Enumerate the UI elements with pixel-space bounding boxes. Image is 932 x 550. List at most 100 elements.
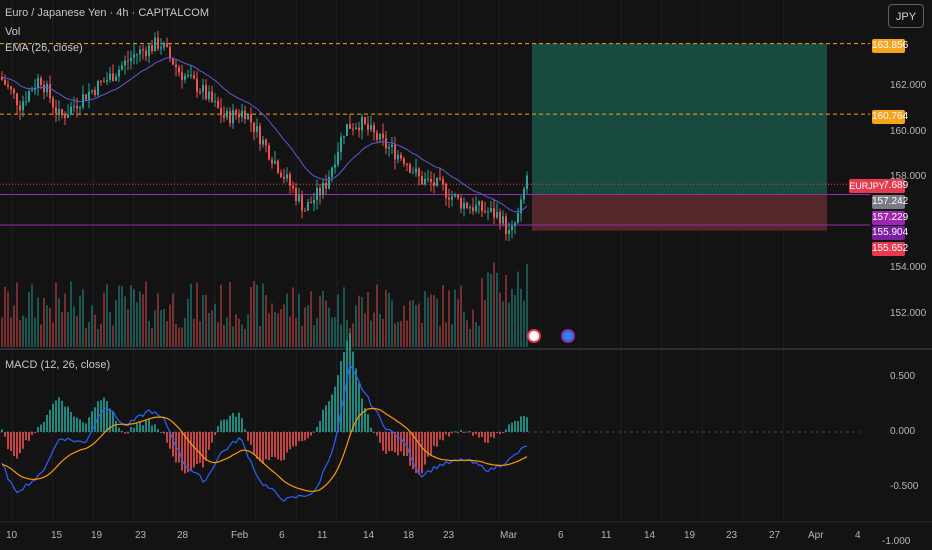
candle-body	[331, 167, 333, 177]
macd-histogram-bar	[163, 432, 165, 434]
candle-body	[43, 84, 45, 93]
macd-histogram-bar	[109, 408, 111, 432]
macd-histogram-bar	[370, 427, 372, 432]
volume-bar	[436, 298, 438, 347]
volume-bar	[55, 282, 57, 347]
time-axis-label: 18	[403, 530, 415, 541]
candle-body	[73, 105, 75, 107]
macd-histogram-bar	[298, 432, 300, 442]
ema-label[interactable]: EMA (26, close)	[5, 42, 83, 54]
candle-body	[160, 47, 162, 49]
volume-bar	[433, 295, 435, 347]
macd-histogram-bar	[82, 422, 84, 432]
macd-histogram-bar	[199, 432, 201, 463]
position-zones[interactable]	[532, 43, 827, 231]
macd-histogram-bar	[169, 432, 171, 449]
candle-body	[229, 111, 231, 124]
candle-body	[451, 196, 453, 200]
macd-label[interactable]: MACD (12, 26, close)	[5, 359, 111, 371]
volume-bar	[160, 310, 162, 347]
candle-body	[31, 90, 33, 92]
take-profit-zone	[532, 43, 827, 195]
volume-bar	[352, 323, 354, 347]
volume-bar	[199, 321, 201, 347]
macd-histogram-bar	[310, 432, 312, 436]
candle-body	[112, 73, 114, 81]
macd-histogram-bar	[178, 432, 180, 463]
candle-body	[475, 205, 477, 212]
candle-body	[313, 199, 315, 204]
volume-bar	[511, 288, 513, 347]
macd-histogram-bar	[223, 419, 225, 432]
volume-bar	[439, 326, 441, 347]
candle-body	[199, 91, 201, 93]
volume-bar	[463, 312, 465, 347]
macd-histogram-bar	[55, 400, 57, 432]
macd-histogram-bar	[373, 431, 375, 433]
macd-histogram-bar	[466, 431, 468, 433]
macd-histogram-bar	[505, 429, 507, 432]
volume-bar	[232, 326, 234, 347]
price-tag: 155.904	[872, 226, 909, 240]
macd-histogram-bar	[517, 421, 519, 432]
candle-body	[196, 78, 198, 92]
currency-button[interactable]: JPY	[888, 4, 924, 28]
event-marker-icon[interactable]	[527, 329, 541, 343]
candle-body	[283, 176, 285, 179]
macd-histogram	[1, 333, 528, 475]
calendar-event-icon[interactable]	[561, 329, 575, 343]
candle-body	[430, 178, 432, 183]
macd-axis-label: -1.000	[882, 536, 911, 547]
macd-histogram-bar	[520, 416, 522, 432]
macd-histogram-bar	[391, 432, 393, 451]
candle-body	[205, 85, 207, 99]
volume-bar	[304, 307, 306, 347]
volume-bar	[52, 322, 54, 347]
macd-histogram-bar	[421, 432, 423, 474]
volume-bar	[163, 308, 165, 347]
candle-body	[46, 83, 48, 93]
candle-body	[439, 177, 441, 179]
macd-histogram-bar	[205, 432, 207, 461]
candle-body	[289, 174, 291, 186]
time-axis-label: Mar	[500, 530, 518, 541]
volume-bar	[517, 271, 519, 347]
candle-body	[322, 182, 324, 196]
volume-bar	[460, 285, 462, 347]
macd-histogram-bar	[88, 417, 90, 432]
macd-histogram-bar	[451, 432, 453, 434]
volume-bar	[82, 289, 84, 347]
macd-histogram-bar	[442, 432, 444, 441]
candle-body	[250, 114, 252, 123]
volume-bar	[19, 319, 21, 347]
macd-histogram-bar	[415, 432, 417, 474]
macd-histogram-bar	[31, 432, 33, 435]
symbol-title[interactable]: Euro / Japanese Yen · 4h · CAPITALCOM	[5, 7, 210, 19]
candle-body	[448, 197, 450, 200]
candle-body	[466, 202, 468, 208]
volume-bar	[187, 298, 189, 347]
candle-body	[481, 201, 483, 212]
volume-bar	[472, 309, 474, 347]
price-tag: 155.652	[872, 242, 909, 256]
volume-bar	[286, 293, 288, 347]
candle-body	[139, 49, 141, 55]
candle-body	[310, 202, 312, 204]
candle-body	[55, 107, 57, 114]
macd-histogram-bar	[271, 432, 273, 458]
macd-histogram-bar	[412, 432, 414, 470]
volume-bar	[64, 293, 66, 347]
volume-bar	[190, 283, 192, 347]
volume-bar	[235, 314, 237, 347]
volume-bar	[466, 320, 468, 347]
volume-bar	[28, 291, 30, 347]
macd-histogram-bar	[253, 432, 255, 454]
volume-label[interactable]: Vol	[5, 26, 21, 38]
candle-body	[253, 122, 255, 132]
symbol-price-tag: EURJPY	[849, 179, 885, 193]
candle-body	[274, 160, 276, 164]
macd-histogram-bar	[58, 397, 60, 432]
price-axis-label: 158.000	[890, 171, 927, 183]
volume-bar	[127, 309, 129, 347]
